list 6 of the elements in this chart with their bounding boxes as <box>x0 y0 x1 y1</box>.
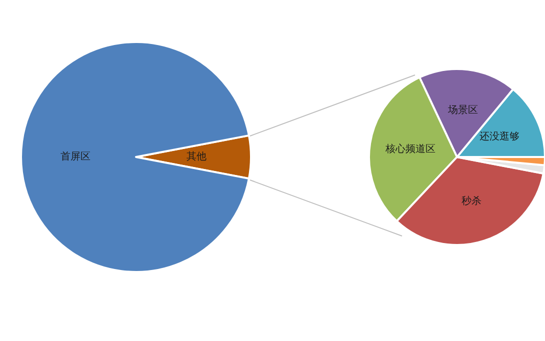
slice-label: 场景区 <box>446 104 478 116</box>
slice-label: 还没逛够 <box>480 130 520 142</box>
slice-label: 核心频道区 <box>384 143 436 156</box>
slice-label: 其他 <box>186 150 206 162</box>
slice-label: 秒杀 <box>462 195 482 208</box>
slice-label: 首屏区 <box>60 150 90 162</box>
